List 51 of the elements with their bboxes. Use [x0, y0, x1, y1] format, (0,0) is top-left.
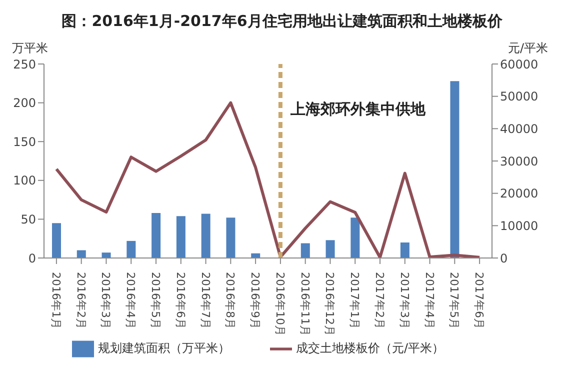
x-tick-label: 2016年6月 — [174, 272, 187, 329]
x-tick-label: 2016年5月 — [149, 272, 162, 329]
x-tick-label: 2016年2月 — [74, 272, 88, 329]
bar — [326, 240, 335, 258]
y2-tick-label: 40000 — [500, 122, 538, 136]
x-tick-label: 2017年1月 — [348, 272, 362, 329]
legend-label: 成交土地楼板价（元/平米） — [296, 341, 444, 356]
x-tick-label: 2017年4月 — [422, 272, 436, 329]
x-tick-label: 2016年7月 — [198, 272, 212, 329]
bar — [102, 252, 111, 258]
y-tick-label: 0 — [28, 251, 36, 266]
y-tick-label: 150 — [13, 134, 36, 149]
y2-tick-label: 20000 — [500, 186, 538, 201]
y2-tick-label: 60000 — [500, 57, 538, 72]
bar — [226, 218, 236, 258]
y-tick-label: 100 — [13, 174, 36, 188]
bar — [450, 81, 460, 258]
y2-tick-label: 30000 — [500, 154, 538, 168]
y2-tick-label: 10000 — [500, 218, 538, 233]
y-tick-label: 200 — [13, 96, 36, 110]
y-axis-title: 万平米 — [12, 40, 48, 57]
x-tick-label: 2016年3月 — [99, 272, 112, 329]
ref-line-label: 上海郊环外集中供地 — [289, 100, 426, 118]
x-tick-label: 2016年12月 — [323, 272, 336, 336]
x-tick-label: 2016年11月 — [298, 272, 312, 336]
y2-tick-label: 0 — [500, 251, 508, 266]
bar — [300, 243, 310, 258]
x-tick-label: 2017年2月 — [373, 272, 386, 329]
y2-axis-title: 元/平米 — [508, 40, 548, 57]
bar — [176, 216, 186, 258]
y-tick-label: 50 — [20, 212, 36, 226]
bar — [350, 218, 360, 258]
x-tick-label: 2016年9月 — [248, 272, 262, 329]
legend-label: 规划建筑面积（万平米） — [98, 341, 230, 356]
y2-tick-label: 50000 — [500, 90, 538, 104]
line-series — [54, 101, 482, 258]
bar — [201, 214, 210, 258]
x-tick-label: 2017年5月 — [448, 272, 461, 329]
y-tick-label: 250 — [13, 57, 36, 72]
x-tick-label: 2016年8月 — [224, 272, 237, 329]
bar — [400, 242, 410, 258]
bar — [152, 212, 161, 258]
x-tick-label: 2016年10月 — [273, 272, 286, 336]
x-tick-label: 2016年1月 — [49, 272, 62, 329]
bar — [126, 240, 136, 258]
chart-title: 图：2016年1月-2017年6月住宅用地出让建筑面积和土地楼板价 — [60, 12, 504, 31]
x-tick-label: 2017年3月 — [398, 272, 411, 329]
bar — [76, 250, 86, 258]
x-tick-label: 2016年4月 — [124, 272, 138, 329]
bar — [52, 223, 61, 258]
x-tick-label: 2017年6月 — [472, 272, 486, 329]
